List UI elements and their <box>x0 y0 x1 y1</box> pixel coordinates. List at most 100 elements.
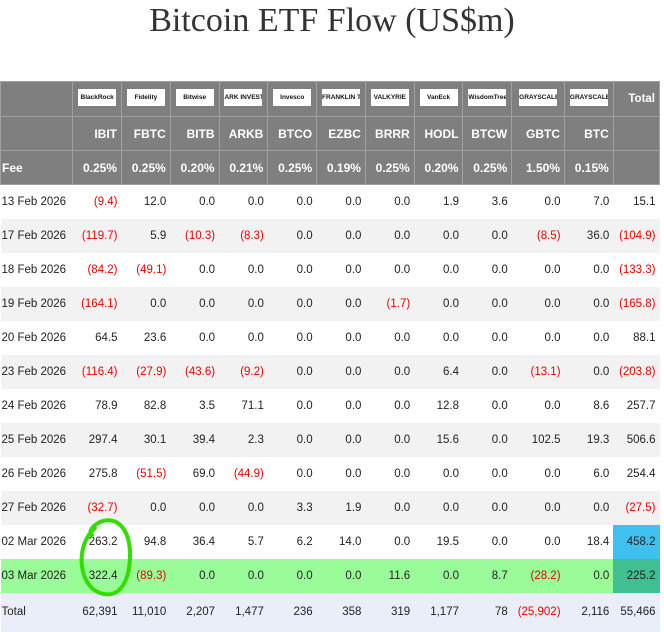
ticker-header: BITB <box>169 116 220 151</box>
total-cell: 62,391 <box>82 606 118 618</box>
flow-cell: 78.9 <box>95 399 118 412</box>
flow-cell: 0.0 <box>394 263 411 276</box>
total-cell: 358 <box>342 606 362 618</box>
flow-cell: 0.0 <box>296 569 313 582</box>
flow-cell: 297.4 <box>88 433 118 446</box>
flow-cell: (84.2) <box>87 263 118 276</box>
flow-cell: 0.0 <box>544 263 561 276</box>
flow-cell: 6.0 <box>593 467 610 480</box>
ticker-header: ARKB <box>218 116 269 151</box>
date-cell: 18 Feb 2026 <box>1 263 67 276</box>
flow-cell: 0.0 <box>345 331 362 344</box>
flow-cell: 0.0 <box>394 467 411 480</box>
flow-cell: 3.3 <box>296 501 313 514</box>
row-total-cell: 458.2 <box>613 524 660 559</box>
flow-cell: 0.0 <box>442 297 459 310</box>
date-cell: 19 Feb 2026 <box>1 297 67 310</box>
flow-cell: 18.4 <box>586 535 610 548</box>
table-row: 23 Feb 2026 (116.4) (27.9) (43.6) (9.2) 0.0 0.… <box>0 354 660 389</box>
table-row: 19 Feb 2026 (164.1) 0.0 0.0 0.0 0.0 0.0 (1.7) 0.… <box>0 286 660 321</box>
flow-cell: 1.9 <box>345 501 362 514</box>
total-cell: 1,177 <box>430 606 459 618</box>
row-total-cell: 88.1 <box>633 331 656 344</box>
issuer-logo-cell: BlackRock <box>72 81 123 117</box>
flow-cell: 0.0 <box>345 433 362 446</box>
flow-cell: 0.0 <box>593 569 610 582</box>
flow-cell: 0.0 <box>442 569 459 582</box>
flow-cell: 39.4 <box>192 433 216 446</box>
date-cell: 13 Feb 2026 <box>1 195 67 208</box>
ticker-header: GBTC <box>511 116 566 151</box>
table-row: 13 Feb 2026 (9.4) 12.0 0.0 0.0 0.0 0.0 0.0 1.9 3.… <box>0 184 660 219</box>
flow-cell: 0.0 <box>593 501 610 514</box>
flow-cell: (43.6) <box>185 365 216 378</box>
fee-cell: 0.19% <box>316 150 366 185</box>
date-cell: 20 Feb 2026 <box>1 331 67 344</box>
issuer-logo-cell: GRAYSCALE <box>564 81 614 117</box>
flow-cell: 1.9 <box>442 195 459 208</box>
flow-cell: 0.0 <box>544 501 561 514</box>
flow-cell: 0.0 <box>296 229 313 242</box>
flow-cell: 0.0 <box>247 297 264 310</box>
total-cell: 2,207 <box>186 606 216 618</box>
fee-label: Fee <box>0 150 74 185</box>
corner-cell <box>0 81 74 117</box>
fee-cell: 0.20% <box>169 150 220 185</box>
flow-cell: 0.0 <box>442 467 459 480</box>
issuer-logo: VALKYRIE <box>370 89 409 106</box>
flow-cell: 0.0 <box>491 433 508 446</box>
fee-cell: 0.15% <box>564 150 614 185</box>
flow-cell: 0.0 <box>544 399 561 412</box>
date-cell: 26 Feb 2026 <box>1 467 67 480</box>
flow-cell: 0.0 <box>247 263 264 276</box>
flow-cell: 8.6 <box>593 399 610 412</box>
flow-cell: 8.7 <box>491 569 508 582</box>
date-cell: 24 Feb 2026 <box>1 399 67 412</box>
flow-cell: 0.0 <box>593 331 610 344</box>
issuer-logo-cell: Invesco <box>267 81 318 117</box>
issuer-logo: ARK INVEST <box>224 89 263 106</box>
flow-cell: 0.0 <box>593 365 610 378</box>
table-row: 17 Feb 2026 (119.7) 5.9 (10.3) (8.3) 0.0 0.0 0.… <box>0 218 660 253</box>
flow-cell: 82.8 <box>143 399 167 412</box>
table-row: 24 Feb 2026 78.9 82.8 3.5 71.1 0.0 0.0 0.0 12.8 0… <box>0 388 660 423</box>
issuer-logo-cell: WisdomTree <box>462 81 513 117</box>
issuer-logo-cell: VALKYRIE <box>364 81 415 117</box>
flow-cell: (89.3) <box>136 569 167 582</box>
table-row: 26 Feb 2026 275.8 (51.5) 69.0 (44.9) 0.0 0.0 0.… <box>0 456 660 491</box>
flow-cell: 0.0 <box>593 263 610 276</box>
flow-cell: (8.5) <box>536 229 561 242</box>
issuer-logo: FRANKLIN TEMPLETON <box>322 89 361 106</box>
page-title: Bitcoin ETF Flow (US$m) <box>149 2 515 39</box>
flow-cell: 5.7 <box>247 535 264 548</box>
flow-cell: 0.0 <box>593 297 610 310</box>
flow-cell: 23.6 <box>143 331 167 344</box>
flow-cell: (116.4) <box>81 365 118 378</box>
flow-cell: (119.7) <box>81 229 118 242</box>
corner-cell <box>0 116 74 151</box>
flow-cell: (51.5) <box>136 467 167 480</box>
flow-cell: 0.0 <box>296 195 313 208</box>
flow-cell: 0.0 <box>345 195 362 208</box>
row-total-cell: 15.1 <box>633 195 656 208</box>
flow-cell: 0.0 <box>296 263 313 276</box>
flow-cell: 0.0 <box>199 263 216 276</box>
flow-cell: 0.0 <box>199 195 216 208</box>
total-cell: 2,116 <box>581 606 610 618</box>
flow-cell: 0.0 <box>345 297 362 310</box>
flow-cell: (49.1) <box>136 263 167 276</box>
flow-cell: 0.0 <box>394 535 411 548</box>
ticker-header: BTC <box>564 116 614 151</box>
table-row: 03 Mar 2026 322.4 (89.3) 0.0 0.0 0.0 0.0 11.6 0.… <box>0 558 660 593</box>
ticker-header: FBTC <box>121 116 171 151</box>
flow-cell: 11.6 <box>388 569 411 582</box>
flow-cell: 0.0 <box>394 331 411 344</box>
table-row: 25 Feb 2026 297.4 30.1 39.4 2.3 0.0 0.0 0.0 15.6… <box>0 422 660 457</box>
flow-cell: 15.6 <box>436 433 459 446</box>
flow-cell: 12.8 <box>436 399 459 412</box>
flow-cell: 0.0 <box>199 331 216 344</box>
flow-cell: 0.0 <box>296 467 313 480</box>
flow-cell: 0.0 <box>199 569 216 582</box>
flow-cell: 0.0 <box>491 535 508 548</box>
flow-cell: 0.0 <box>491 229 508 242</box>
